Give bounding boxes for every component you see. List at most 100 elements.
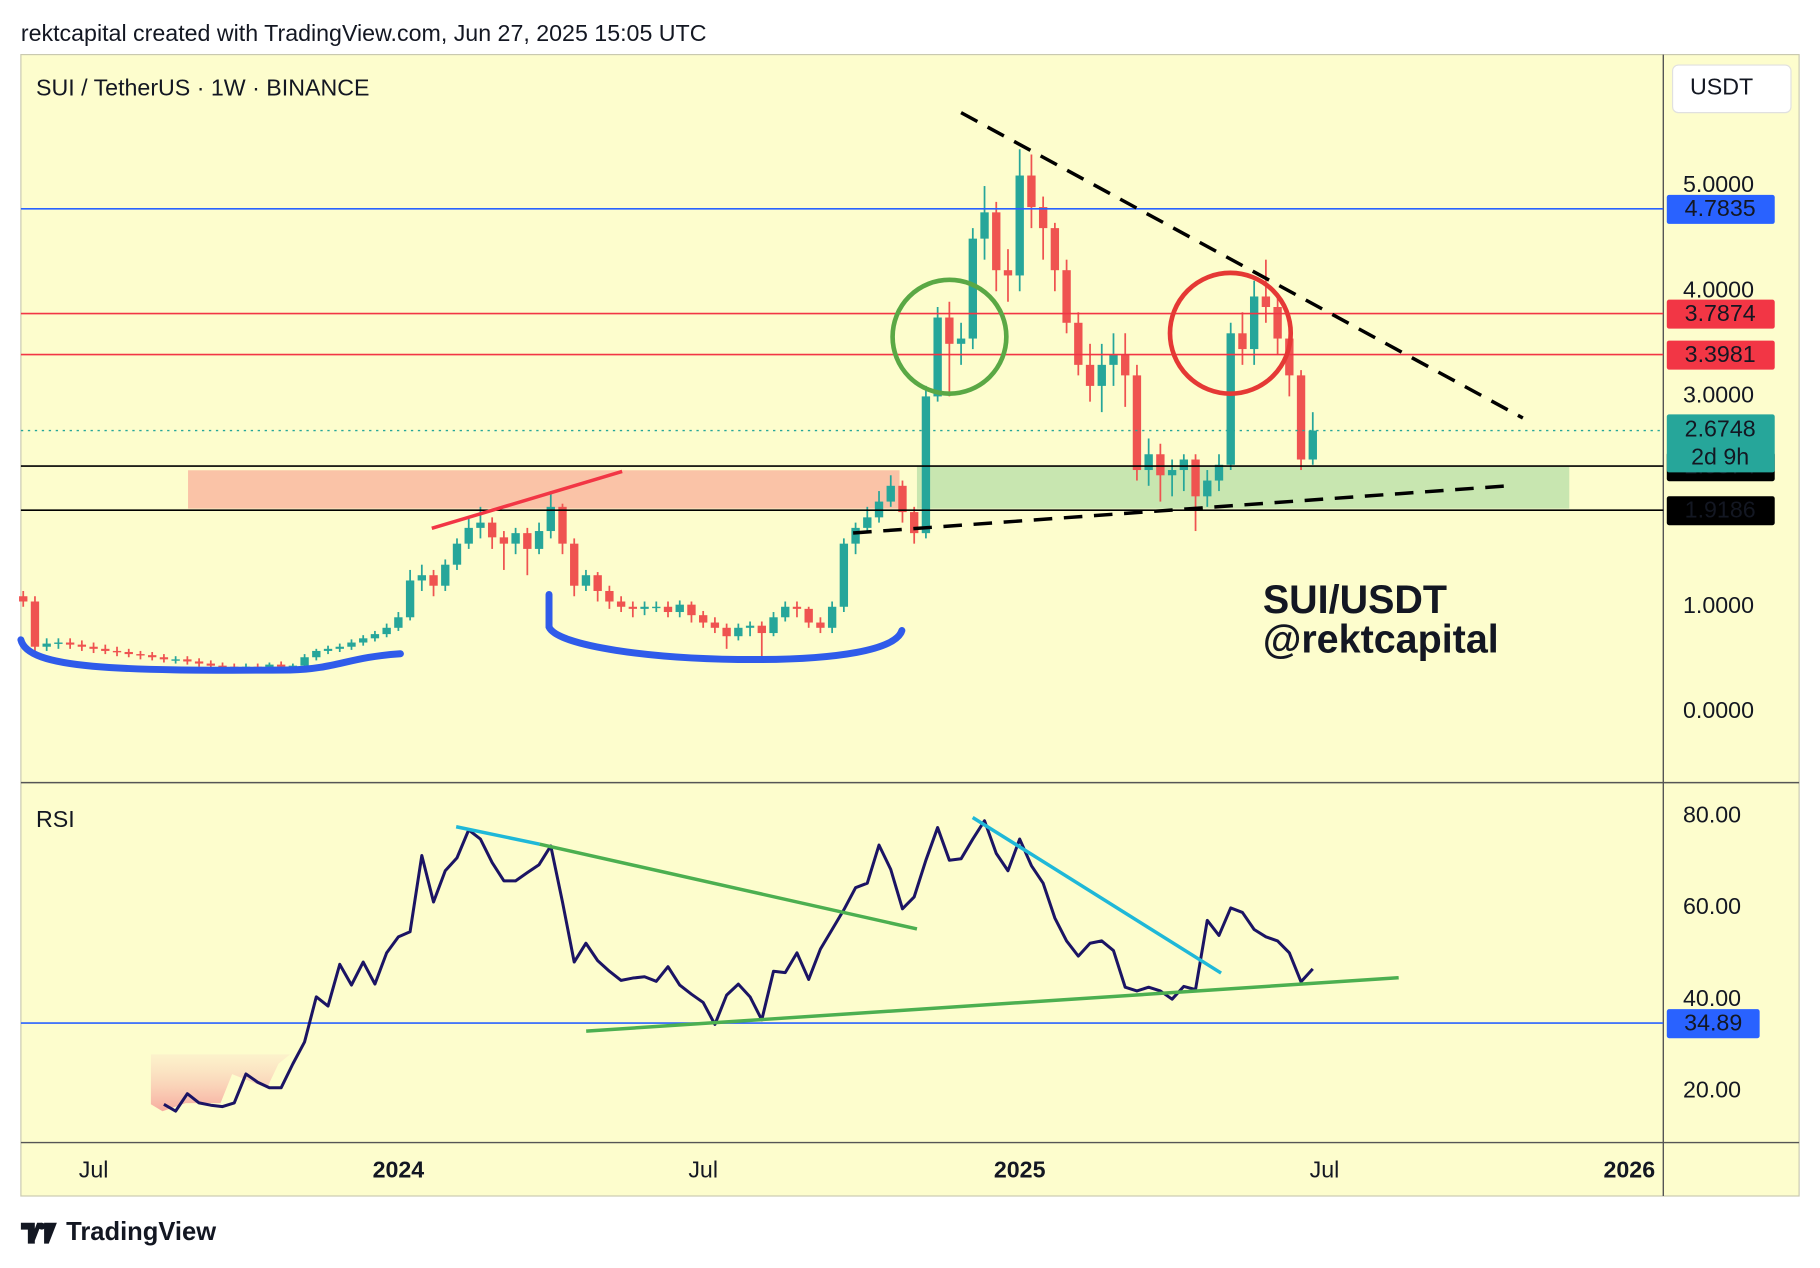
x-tick-label: Jul [79,1157,109,1183]
rsi-trendline [455,825,541,846]
candle-body [441,564,450,586]
candle-body [499,537,509,544]
candle-body [558,506,567,544]
rsi-tick-label: 80.00 [1683,801,1741,827]
candle-body [1273,307,1282,339]
candle-body [640,606,649,609]
candle-body [898,485,907,513]
candle-body [65,642,75,645]
level-label: 4.7835 [1685,195,1756,221]
candle-body [429,575,438,586]
candle-body [112,650,122,653]
candle-body [757,625,766,634]
candle-body [323,648,333,651]
candle-body [933,317,942,397]
candle-body [570,543,579,586]
candle-body [382,627,391,635]
candle-body [54,642,63,644]
candle-body [1109,354,1118,365]
candle-body [19,596,28,602]
candle-body [1027,175,1036,208]
candle-body [394,617,403,628]
candle-body [124,651,133,655]
candle-body [663,606,673,613]
candle-body [1296,375,1306,460]
candle-body [1050,228,1060,271]
header-text: rektcapital created with TradingView.com… [21,20,707,46]
rsi-trendline [971,815,1222,975]
candle-body [1238,333,1247,350]
candle-body [1003,270,1013,276]
ascending-trendline [853,483,1515,535]
rsi-tick-label: 20.00 [1683,1077,1741,1103]
candle-body [417,575,427,581]
candle-body [288,665,298,668]
candle-body [1203,480,1212,497]
last-price-box [1666,414,1775,473]
rsi-trendline [539,842,918,931]
candle-body [851,527,860,544]
candle-body [452,543,462,565]
candle-body [476,522,485,528]
currency-box [1672,64,1792,114]
resistance-zone [188,470,900,509]
rsi-line [163,819,1314,1113]
y-tick-label: 0.0000 [1683,697,1754,723]
candle-body [616,601,626,607]
candle-body [464,527,473,544]
rsi-level-label: 34.89 [1684,1009,1742,1035]
candle-body [77,644,87,647]
candle-body [487,522,497,538]
candle-body [370,634,380,639]
candle-body [593,575,602,591]
candle-body [1261,296,1271,308]
candle-body [827,606,837,628]
candle-body [206,663,215,666]
rounded-bottom [17,636,404,674]
rsi-level-box [1666,1009,1760,1039]
candle-body [405,580,415,618]
candle-body [171,659,180,661]
candle-body [1062,270,1071,323]
candle-body [1156,454,1165,476]
candle-body [956,338,966,344]
x-tick-label: Jul [688,1157,718,1183]
candle-body [1226,333,1235,465]
level-label-box [1666,194,1775,224]
candle-body [42,643,51,647]
candle-body [710,622,720,628]
candle-body [628,606,638,609]
x-tick-label: 2026 [1603,1157,1655,1183]
level-label-box [1666,340,1775,370]
candle-body [1144,454,1153,471]
level-label-box [1666,299,1775,329]
y-tick-label: 5.0000 [1683,171,1754,197]
annotation-text: SUI/USDT [1263,578,1447,622]
candle-body [734,627,743,637]
countdown-label: 2d 9h [1691,444,1749,470]
candle-body [194,661,204,664]
tradingview-logo [20,1222,57,1244]
y-tick-label: 3.0000 [1683,382,1754,408]
candle-body [863,517,872,528]
candle-body [136,654,145,656]
y-tick-label: 4.0000 [1683,276,1754,302]
candle-body [792,606,802,609]
candle-body [687,604,696,616]
rounded-bottom [545,591,906,664]
candle-body [30,601,40,647]
level-label: 3.3981 [1685,341,1756,367]
rsi-layer [20,819,1664,1113]
candle-body [511,533,520,544]
red-trendline [431,469,623,531]
last-price-label: 2.6748 [1685,416,1756,442]
candle-body [1249,296,1259,350]
level-label-box [1666,496,1775,526]
candle-body [1085,364,1095,386]
candle-body [921,396,931,534]
y-tick-label: 1.0000 [1683,592,1754,618]
candle-body [968,238,977,339]
candle-body [546,506,555,532]
rsi-tick-label: 60.00 [1683,893,1741,919]
